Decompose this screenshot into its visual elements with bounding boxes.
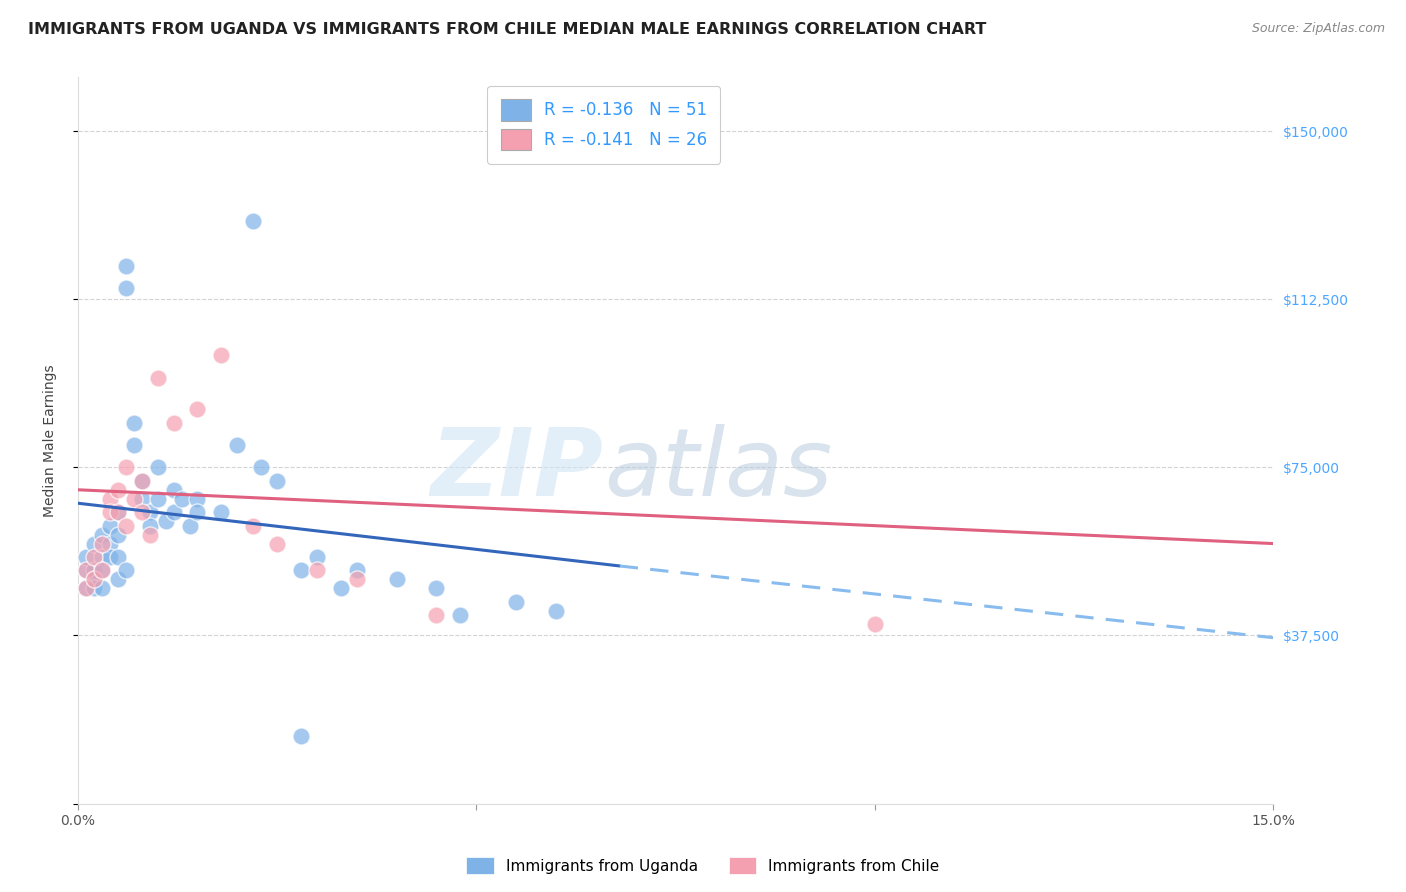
Y-axis label: Median Male Earnings: Median Male Earnings xyxy=(44,364,58,516)
Point xyxy=(114,281,136,295)
Point xyxy=(266,536,288,550)
Point xyxy=(425,608,447,623)
Point xyxy=(131,474,153,488)
Point xyxy=(114,259,136,273)
Point xyxy=(329,582,352,596)
Point xyxy=(90,564,112,578)
Point xyxy=(107,527,129,541)
Point xyxy=(226,438,249,452)
Point xyxy=(98,518,121,533)
Point xyxy=(90,536,112,550)
Point xyxy=(107,505,129,519)
Point xyxy=(544,604,567,618)
Legend: R = -0.136   N = 51, R = -0.141   N = 26: R = -0.136 N = 51, R = -0.141 N = 26 xyxy=(488,86,720,163)
Point xyxy=(83,549,105,564)
Point xyxy=(98,491,121,506)
Point xyxy=(83,536,105,550)
Point xyxy=(122,416,145,430)
Text: IMMIGRANTS FROM UGANDA VS IMMIGRANTS FROM CHILE MEDIAN MALE EARNINGS CORRELATION: IMMIGRANTS FROM UGANDA VS IMMIGRANTS FRO… xyxy=(28,22,987,37)
Point xyxy=(107,549,129,564)
Point xyxy=(162,416,184,430)
Point xyxy=(75,564,97,578)
Point xyxy=(122,491,145,506)
Point xyxy=(155,514,177,528)
Point xyxy=(131,491,153,506)
Point xyxy=(346,564,368,578)
Point xyxy=(75,564,97,578)
Point xyxy=(75,582,97,596)
Point xyxy=(83,573,105,587)
Point xyxy=(90,582,112,596)
Point xyxy=(131,505,153,519)
Text: Source: ZipAtlas.com: Source: ZipAtlas.com xyxy=(1251,22,1385,36)
Point xyxy=(186,402,208,417)
Point xyxy=(138,505,160,519)
Text: ZIP: ZIP xyxy=(432,424,603,516)
Point xyxy=(170,491,193,506)
Text: atlas: atlas xyxy=(603,424,832,515)
Point xyxy=(122,438,145,452)
Point xyxy=(146,370,169,384)
Point xyxy=(146,491,169,506)
Point xyxy=(114,564,136,578)
Point xyxy=(90,527,112,541)
Point xyxy=(449,608,471,623)
Point xyxy=(83,564,105,578)
Point xyxy=(98,549,121,564)
Point xyxy=(425,582,447,596)
Point xyxy=(98,536,121,550)
Point xyxy=(385,573,408,587)
Point xyxy=(107,483,129,497)
Point xyxy=(250,460,273,475)
Point xyxy=(131,474,153,488)
Legend: Immigrants from Uganda, Immigrants from Chile: Immigrants from Uganda, Immigrants from … xyxy=(460,851,946,880)
Point xyxy=(114,460,136,475)
Point xyxy=(209,348,232,362)
Point xyxy=(346,573,368,587)
Point xyxy=(138,527,160,541)
Point xyxy=(83,582,105,596)
Point xyxy=(138,518,160,533)
Point xyxy=(83,573,105,587)
Point xyxy=(75,582,97,596)
Point xyxy=(209,505,232,519)
Point xyxy=(114,518,136,533)
Point xyxy=(162,505,184,519)
Point xyxy=(107,505,129,519)
Point xyxy=(75,549,97,564)
Point xyxy=(179,518,201,533)
Point xyxy=(162,483,184,497)
Point xyxy=(98,505,121,519)
Point xyxy=(107,573,129,587)
Point xyxy=(266,474,288,488)
Point xyxy=(242,214,264,228)
Point xyxy=(90,564,112,578)
Point xyxy=(290,564,312,578)
Point xyxy=(146,460,169,475)
Point xyxy=(242,518,264,533)
Point xyxy=(305,549,328,564)
Point xyxy=(186,491,208,506)
Point xyxy=(90,549,112,564)
Point xyxy=(505,595,527,609)
Point xyxy=(290,729,312,743)
Point xyxy=(186,505,208,519)
Point xyxy=(863,617,886,632)
Point xyxy=(305,564,328,578)
